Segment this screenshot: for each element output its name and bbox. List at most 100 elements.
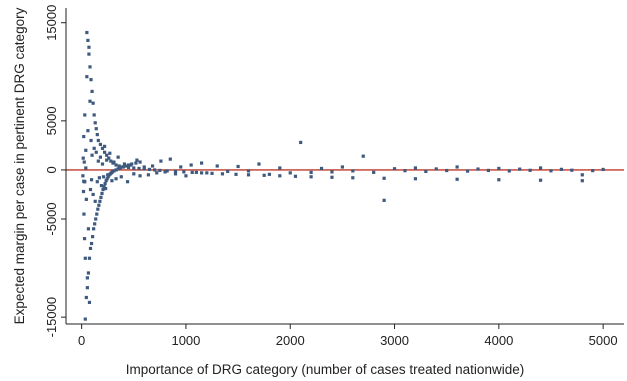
data-point [580,173,584,177]
data-point [82,134,86,139]
data-point [257,162,261,166]
data-point [85,30,89,35]
data-point [486,168,491,173]
data-point [403,169,407,173]
data-point [86,38,90,42]
data-point [90,153,94,157]
axes: 0 1000 2000 3000 4000 5000 -15000 -5000 0 5000 150… [44,5,624,348]
data-point [330,170,334,174]
data-point [114,163,118,167]
data-point [85,276,89,280]
data-point [98,155,103,159]
data-point [83,317,87,321]
data-point [182,170,186,174]
data-point [85,286,89,290]
data-point [93,199,97,203]
data-point [497,178,501,182]
data-point [137,166,141,171]
data-point [413,177,418,181]
data-point [91,101,95,105]
data-point [142,165,146,169]
data-point [538,166,543,170]
data-point [497,166,501,171]
data-point [570,168,574,172]
y-tick-label: -15000 [44,297,59,337]
data-point [100,191,104,196]
x-tick-label: 1000 [171,333,200,348]
data-point [382,176,386,180]
data-point [81,189,86,194]
data-point [94,150,98,154]
data-points [81,30,605,321]
data-point [96,138,100,143]
x-axis-title: Importance of DRG category (number of ca… [126,362,524,377]
data-point [82,160,86,164]
data-point [114,177,118,181]
data-point [108,151,112,155]
data-point [82,237,87,241]
data-point [126,165,131,170]
data-point [434,167,438,171]
data-point [288,171,292,175]
data-point [107,156,111,160]
data-point [189,163,193,167]
data-point [132,166,136,170]
data-point [155,171,159,175]
data-point [372,170,376,174]
data-point [309,175,313,179]
data-point [123,164,128,168]
data-point [134,161,138,165]
data-point [103,182,107,186]
data-point [92,227,96,231]
data-point [105,177,109,181]
data-point [96,159,100,163]
data-point [110,179,114,183]
data-point [267,172,271,176]
data-point [132,172,136,176]
data-point [278,174,282,178]
x-tick-label: 4000 [484,333,513,348]
data-point [95,132,99,137]
data-point [445,168,449,173]
data-point [319,166,324,171]
data-point [105,158,109,162]
data-point [87,45,91,49]
x-tick-label: 2000 [276,333,305,348]
data-point [86,271,91,275]
y-tick-label: 0 [44,166,59,173]
data-point [351,176,355,180]
data-point [100,162,105,166]
data-point [226,169,230,173]
data-point [104,186,108,191]
data-point [89,78,93,82]
data-point [455,165,459,169]
data-point [86,227,91,231]
data-point [90,89,94,94]
data-point [205,171,209,175]
data-point [262,173,266,177]
data-point [109,159,113,163]
data-point [142,167,146,171]
data-point [101,175,106,179]
data-point [135,158,139,162]
data-point [101,187,105,192]
data-point [99,195,103,200]
data-point [95,180,99,184]
data-point [98,199,102,203]
data-point [119,175,123,179]
data-point [549,169,553,173]
data-point [114,168,118,172]
data-point [476,167,480,171]
data-point [528,168,532,172]
data-point [84,166,88,170]
data-point [179,165,183,169]
data-point [102,185,106,189]
data-point [94,127,98,131]
x-tick-label: 3000 [380,333,409,348]
y-tick-label: 5000 [44,106,59,135]
data-point [99,184,104,188]
data-point [83,113,87,117]
data-point [278,166,282,170]
y-tick-label: 15000 [44,5,59,41]
